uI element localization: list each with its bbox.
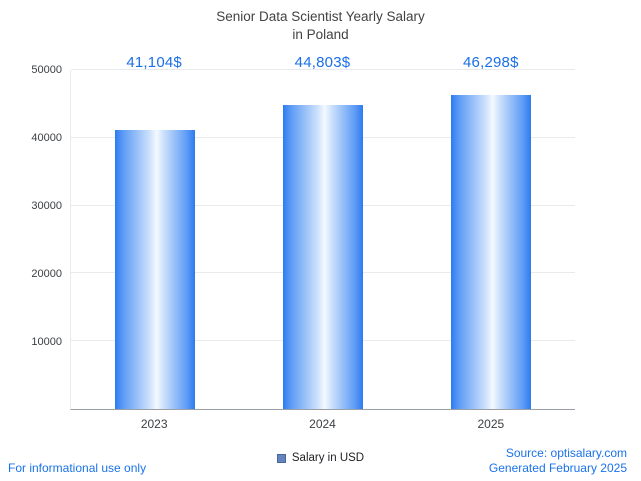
source-text: Source: optisalary.com <box>505 445 627 460</box>
y-axis: 10000 20000 30000 40000 50000 <box>0 64 62 410</box>
x-tick-label: 2023 <box>140 417 168 431</box>
legend: Salary in USD <box>0 452 641 464</box>
legend-label: Salary in USD <box>291 452 365 464</box>
bar-slot-2023 <box>71 70 239 409</box>
chart-title-line2: in Poland <box>292 27 349 43</box>
chart-title: Senior Data Scientist Yearly Salary in P… <box>0 8 641 44</box>
value-label-2024: 44,803$ <box>294 54 351 71</box>
chart-title-line1: Senior Data Scientist Yearly Salary <box>216 9 425 24</box>
x-axis-labels: 2023 2024 2025 <box>70 417 575 431</box>
source-block: Source: optisalary.com Generated Februar… <box>489 446 627 477</box>
y-tick-label: 20000 <box>31 268 62 280</box>
disclaimer-text: For informational use only <box>8 461 147 475</box>
gridline <box>71 69 575 70</box>
y-tick-label: 30000 <box>31 200 62 212</box>
y-tick-label: 10000 <box>31 336 62 348</box>
x-tick-label: 2024 <box>309 417 336 431</box>
value-label-2025: 46,298$ <box>463 54 519 71</box>
x-tick-label: 2025 <box>477 417 505 431</box>
bar-2024 <box>283 105 363 409</box>
value-label-2023: 41,104$ <box>126 54 182 71</box>
y-tick-label: 40000 <box>31 132 62 144</box>
value-label-row: 41,104$ 44,803$ 46,298$ <box>70 54 575 71</box>
bar-2023 <box>115 130 195 409</box>
y-tick-label: 50000 <box>31 64 62 76</box>
plot-area <box>70 69 575 410</box>
generated-text: Generated February 2025 <box>488 461 627 476</box>
legend-swatch-icon <box>276 453 286 463</box>
bar-slot-2024 <box>239 70 407 409</box>
bar-2025 <box>451 95 531 409</box>
bars-container <box>71 70 575 409</box>
bar-slot-2025 <box>407 70 575 409</box>
